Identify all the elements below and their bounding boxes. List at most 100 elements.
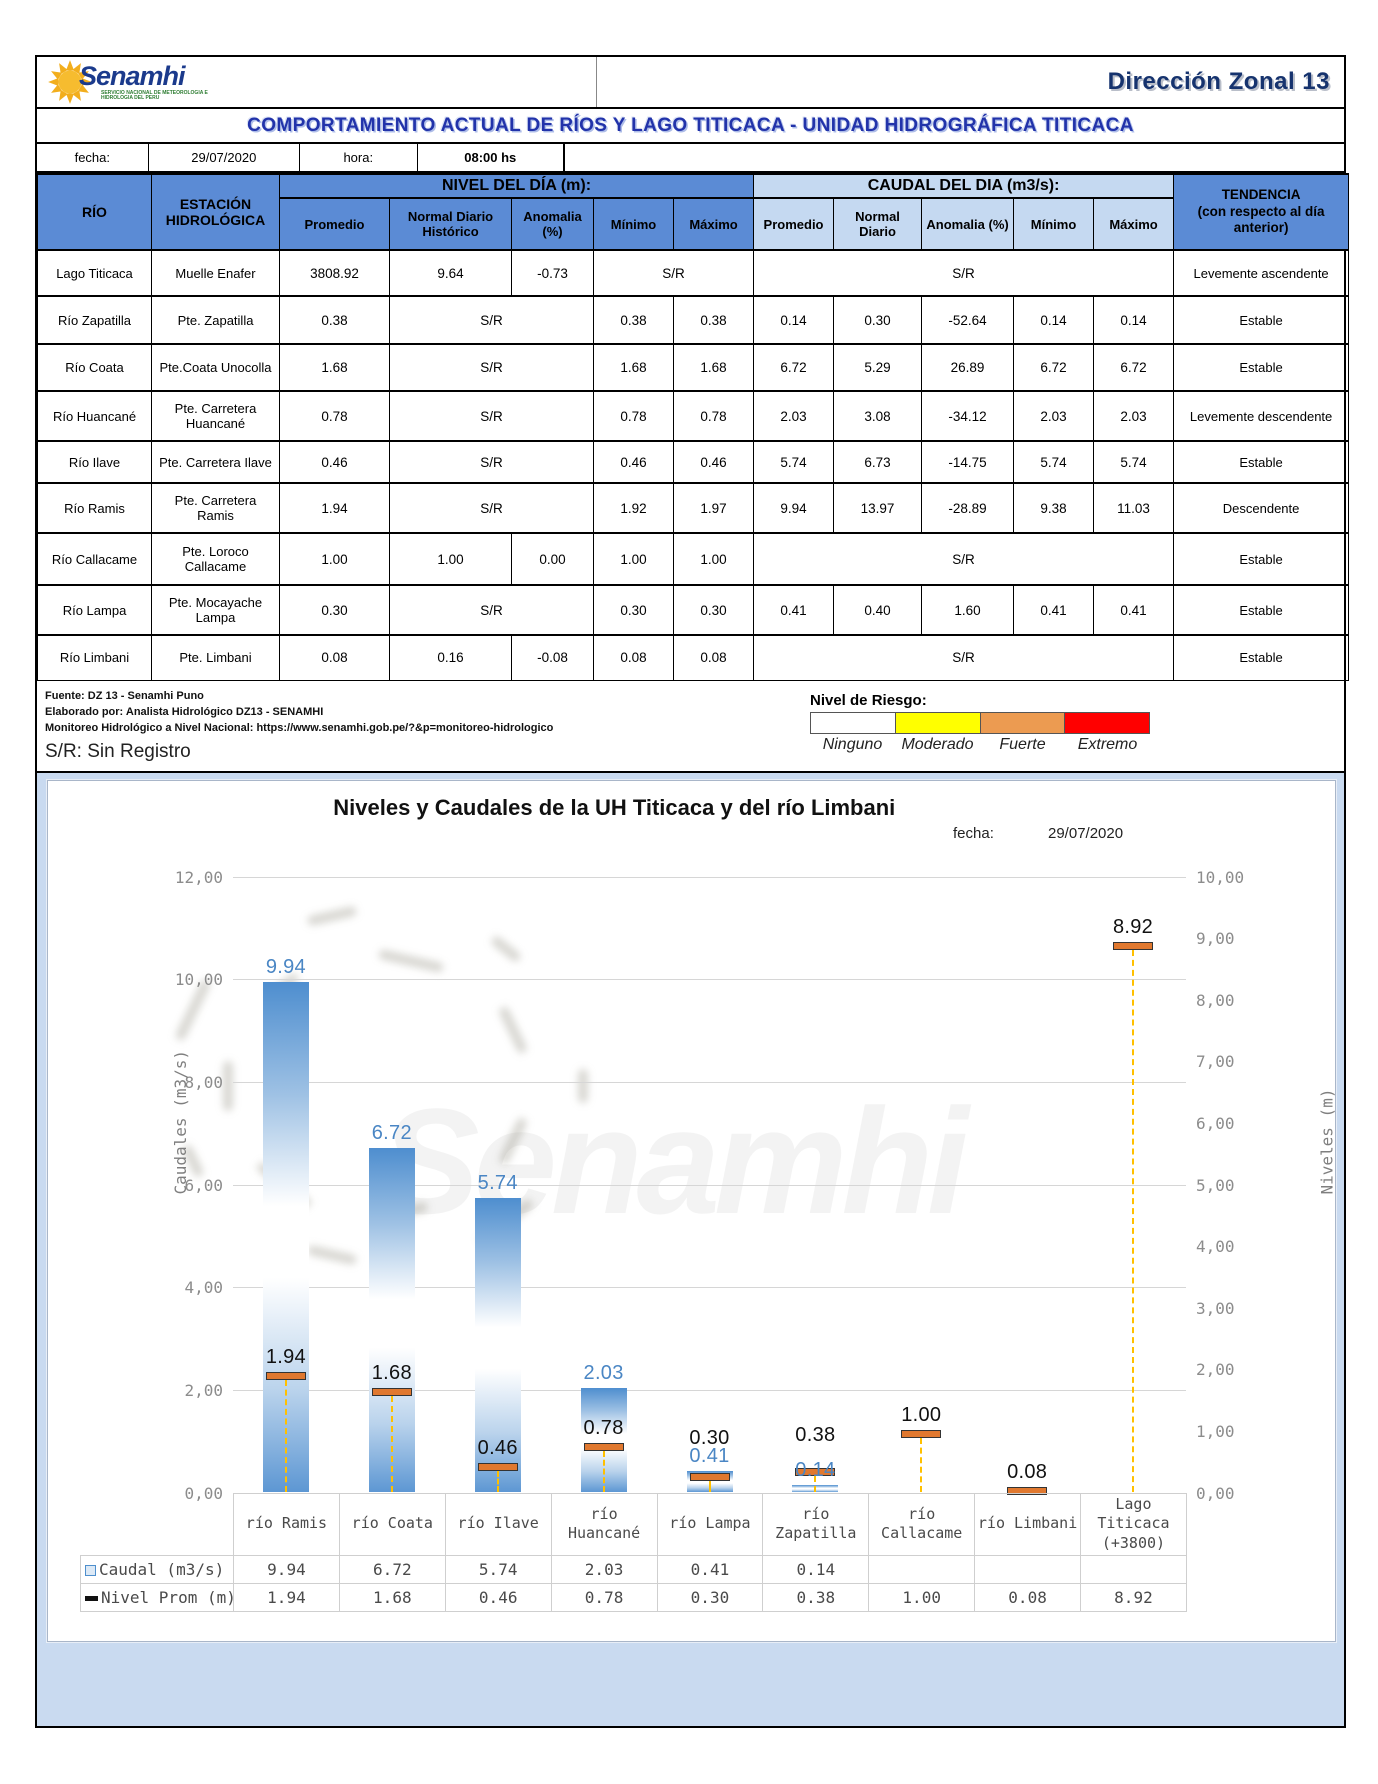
y-axis-tick-right: 7,00: [1196, 1052, 1235, 1072]
nivel-value-label: 1.94: [265, 1345, 306, 1368]
hora-label: hora:: [300, 144, 418, 171]
chart-nivel-value: 8.92: [1080, 1582, 1187, 1612]
caudal-cell: S/R: [753, 249, 1175, 297]
legend-nivel: Nivel Prom (m): [80, 1582, 236, 1612]
caudal-cell: 2.03: [1093, 390, 1175, 442]
column-header: Anomalia (%): [921, 197, 1015, 251]
estacion-cell: Pte. Loroco Callacame: [151, 532, 280, 586]
hydrology-table: RÍO ESTACIÓN HIDROLÓGICA NIVEL DEL DÍA (m)…: [37, 173, 1350, 681]
tendencia-cell: Levemente ascendente: [1173, 249, 1350, 297]
grid-line: [233, 1389, 1186, 1391]
caudal-cell: 9.94: [753, 482, 835, 534]
caudal-cell: 26.89: [921, 343, 1015, 392]
chart-nivel-value: 0.30: [656, 1582, 764, 1612]
report-title: COMPORTAMIENTO ACTUAL DE RÍOS Y LAGO TIT…: [247, 114, 1134, 136]
y-axis-tick-left: 10,00: [174, 970, 223, 990]
risk-legend-label: Nivel de Riesgo:: [810, 691, 927, 709]
grid-line: [233, 876, 1186, 878]
nivel-cell: 0.30: [279, 584, 390, 636]
column-header: Promedio: [753, 197, 835, 251]
chart-category-cell: río Huancané: [550, 1492, 658, 1556]
chart-caudal-value: 6.72: [338, 1554, 446, 1584]
chart-category-cell: río Lampa: [656, 1492, 764, 1556]
caudal-cell: 11.03: [1093, 482, 1175, 534]
caudal-value-label: 5.74: [477, 1171, 518, 1194]
table-header-row-2: Promedio Normal Diario Histórico Anomalia …: [37, 197, 1349, 251]
caudal-cell: 6.72: [1013, 343, 1095, 392]
table-row: Río Callacame Pte. Loroco Callacame 1.00 1.…: [37, 532, 1350, 586]
sr-note: S/R: Sin Registro: [45, 740, 191, 762]
nivel-dropline: [920, 1437, 923, 1493]
rio-cell: Río Ramis: [37, 482, 152, 534]
table-row: Río Coata Pte.Coata Unocolla 1.68 S/R 1.68 1.…: [37, 343, 1350, 392]
risk-swatch-ninguno: [811, 712, 896, 733]
table-row: Río Huancané Pte. Carretera Huancané 0.78 S…: [37, 390, 1350, 442]
y-axis-tick-right: 9,00: [1196, 929, 1235, 949]
nivel-dropline: [1132, 950, 1135, 1493]
chart-nivel-value: 1.00: [868, 1582, 976, 1612]
rio-cell: Río Zapatilla: [37, 295, 152, 345]
senamhi-logo: Senamhi SERVICIO NACIONAL DE METEOROLOGI…: [47, 59, 221, 105]
chart-title: Niveles y Caudales de la UH Titicaca y d…: [333, 794, 896, 820]
y-axis-tick-right: 2,00: [1196, 1360, 1235, 1380]
nivel-cell: S/R: [389, 295, 594, 345]
nivel-cell: 0.38: [279, 295, 390, 345]
report-document: Senamhi SERVICIO NACIONAL DE METEOROLOGI…: [35, 55, 1350, 1728]
nivel-value-label: 0.30: [689, 1427, 730, 1450]
risk-name: Fuerte: [999, 735, 1046, 753]
estacion-cell: Pte. Mocayache Lampa: [151, 584, 280, 636]
caudal-cell: 0.14: [1013, 295, 1095, 345]
rio-cell: Río Ilave: [37, 440, 152, 484]
estacion-cell: Muelle Enafer: [151, 249, 280, 297]
column-header: RÍO: [37, 173, 152, 251]
header-row: Senamhi SERVICIO NACIONAL DE METEOROLOGI…: [37, 57, 1344, 109]
footnote-line: Elaborado por: Analista Hidrológico DZ13…: [45, 705, 324, 718]
nivel-marker: [477, 1463, 518, 1472]
tendencia-cell: Estable: [1173, 440, 1350, 484]
column-header: Máximo: [1093, 197, 1175, 251]
nivel-cell: S/R: [592, 249, 755, 297]
nivel-dropline: [814, 1476, 817, 1493]
y-axis-tick-right: 4,00: [1196, 1237, 1235, 1257]
caudal-cell: 6.73: [833, 440, 923, 484]
nivel-cell: 1.68: [279, 343, 390, 392]
caudal-cell: 6.72: [1093, 343, 1175, 392]
caudal-cell: 0.41: [1013, 584, 1095, 636]
y-axis-tick-left: 2,00: [184, 1380, 223, 1400]
grid-line: [233, 1287, 1186, 1289]
caudal-cell: S/R: [753, 634, 1175, 681]
tendencia-cell: Levemente descendente: [1173, 390, 1350, 442]
nivel-value-label: 0.46: [477, 1437, 518, 1460]
caudal-value-label: 2.03: [583, 1362, 624, 1385]
nivel-cell: 0.16: [389, 634, 512, 681]
caudal-cell: 0.40: [833, 584, 923, 636]
chart-data-table: río Ramis río Coata río Ilave río Huancané r…: [80, 1492, 1187, 1612]
rio-cell: Río Callacame: [37, 532, 152, 586]
table-row: Río Lampa Pte. Mocayache Lampa 0.30 S/R 0.30…: [37, 584, 1350, 636]
chart-nivel-value: 0.78: [550, 1582, 658, 1612]
caudal-cell: 0.14: [1093, 295, 1175, 345]
caudal-legend-icon: [85, 1564, 96, 1576]
watermark-sun-mark: [222, 1060, 234, 1111]
chart-category-cell: río Callacame: [868, 1492, 976, 1556]
tendencia-cell: Estable: [1173, 343, 1350, 392]
date-row: fecha: 29/07/2020 hora: 08:00 hs: [37, 144, 1344, 173]
nivel-cell: 1.97: [672, 482, 755, 534]
caudal-value-label: 0.41: [689, 1445, 730, 1468]
y-axis-tick-right: 6,00: [1196, 1113, 1235, 1133]
risk-legend: Nivel de Riesgo: Ninguno Moderado Fuerte Ex…: [810, 686, 1150, 763]
rio-cell: Río Coata: [37, 343, 152, 392]
chart-caudal-value: 0.14: [762, 1554, 870, 1584]
estacion-cell: Pte. Zapatilla: [151, 295, 280, 345]
nivel-cell: S/R: [389, 343, 594, 392]
nivel-value-label: 0.08: [1007, 1460, 1048, 1483]
senamhi-watermark: Senamhi: [379, 1076, 969, 1245]
chart-table-stub: [81, 1493, 234, 1555]
chart-table-nivel-row: Nivel Prom (m) 1.94 1.68 0.46 0.78 0.30 0.38 1.…: [80, 1582, 1187, 1612]
column-header: CAUDAL DEL DIA (m3/s):: [753, 173, 1175, 199]
nivel-dropline: [390, 1396, 393, 1493]
nivel-dropline: [602, 1451, 605, 1493]
rio-cell: Río Huancané: [37, 390, 152, 442]
nivel-cell: 0.46: [279, 440, 390, 484]
nivel-cell: 1.92: [593, 482, 674, 534]
